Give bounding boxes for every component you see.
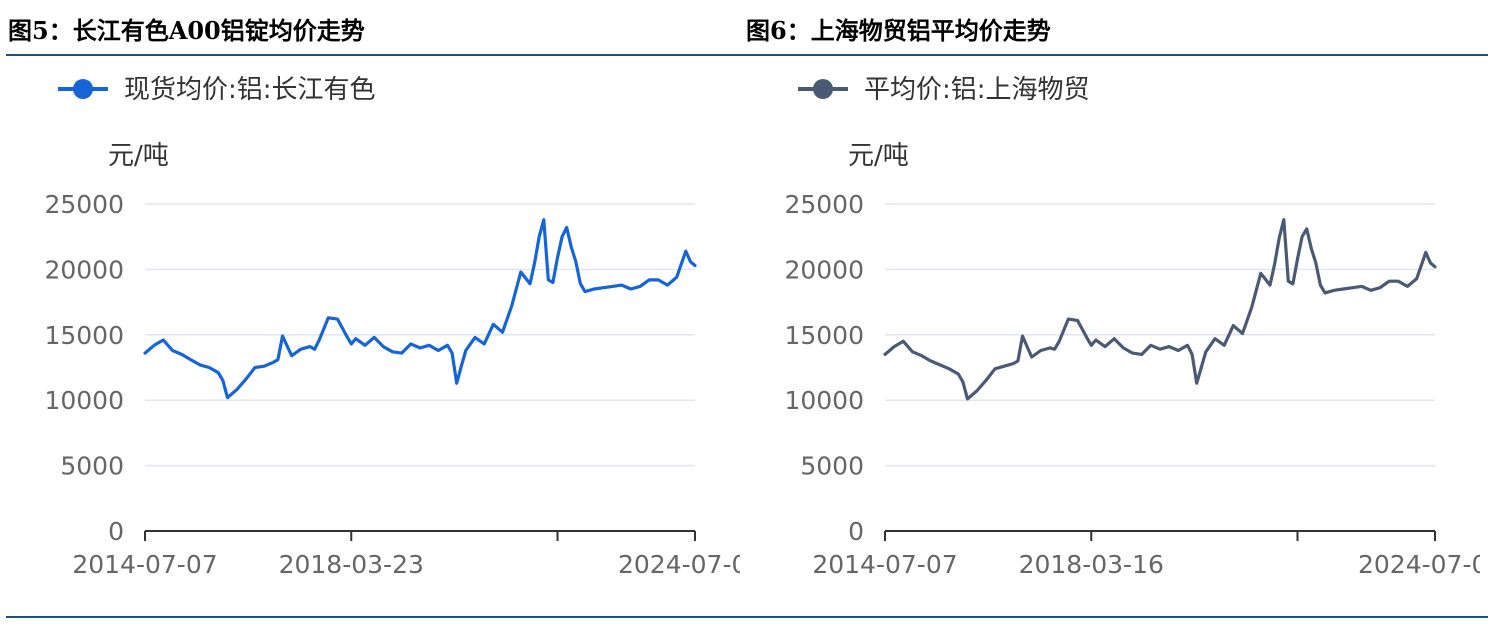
series-line <box>883 218 1437 401</box>
x-tick-label: 2018-03-23 <box>279 550 424 579</box>
header-rule <box>6 54 1488 56</box>
y-tick-label: 5000 <box>800 452 864 481</box>
legend-marker <box>813 79 833 99</box>
chart-panel-aluminum-shanghai: 平均价:铝:上海物贸元/吨 0 5000 10000 15000 20000 25000 20… <box>740 60 1480 610</box>
y-axis-unit: 元/吨 <box>848 141 909 171</box>
x-tick-label: 2024-07-0 <box>618 550 740 579</box>
footer-rule <box>6 616 1488 618</box>
legend-label: 现货均价:铝:长江有色 <box>124 75 376 105</box>
legend-label: 平均价:铝:上海物贸 <box>864 75 1090 105</box>
x-tick-label: 2024-07-0 <box>1358 550 1480 579</box>
y-tick-label: 10000 <box>784 386 864 415</box>
x-tick-label: 2014-07-07 <box>812 550 957 579</box>
y-axis-unit: 元/吨 <box>108 141 169 171</box>
y-tick-label: 0 <box>848 517 864 546</box>
y-tick-label: 5000 <box>60 452 124 481</box>
y-tick-label: 15000 <box>784 321 864 350</box>
y-tick-label: 25000 <box>784 190 864 219</box>
y-tick-label: 25000 <box>44 190 124 219</box>
x-tick-label: 2014-07-07 <box>72 550 217 579</box>
x-tick-label: 2018-03-16 <box>1019 550 1164 579</box>
figure-5-title: 图5：长江有色A00铝锭均价走势 <box>8 16 365 45</box>
legend-marker <box>73 79 93 99</box>
chart-panel-aluminum-changjiang: 现货均价:铝:长江有色元/吨 0 5000 10000 15000 20000 25000 2… <box>0 60 740 610</box>
y-tick-label: 15000 <box>44 321 124 350</box>
y-tick-label: 20000 <box>44 255 124 284</box>
y-tick-label: 0 <box>108 517 124 546</box>
y-tick-label: 10000 <box>44 386 124 415</box>
y-tick-label: 20000 <box>784 255 864 284</box>
series-line <box>143 218 697 400</box>
figure-6-title: 图6：上海物贸铝平均价走势 <box>746 16 1051 45</box>
